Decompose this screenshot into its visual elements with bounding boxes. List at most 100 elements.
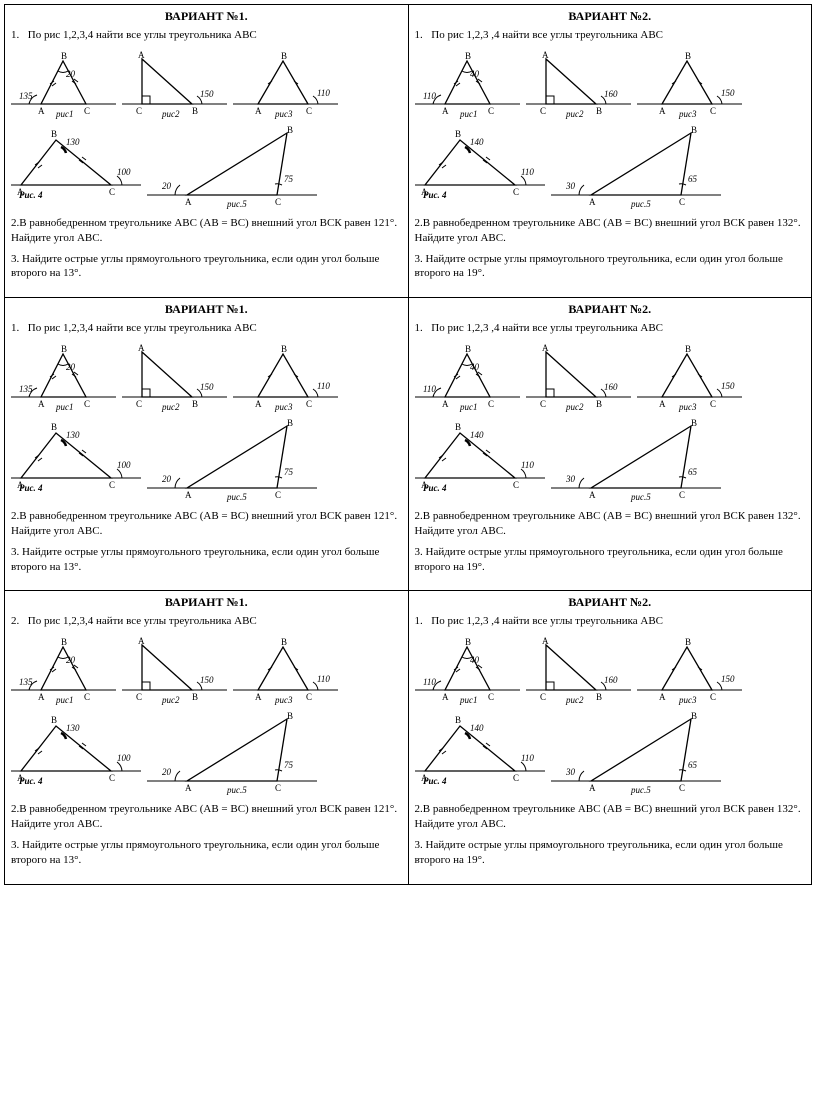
svg-text:A: A xyxy=(38,106,45,116)
fig-1: 135 20 ABC рис1 xyxy=(11,342,116,412)
figure-row-2: 130 100 ABC Рис. 4 20 75 ABC рис.5 xyxy=(11,418,402,503)
svg-text:20: 20 xyxy=(66,655,76,665)
fig-3: 110 ABC рис3 xyxy=(233,49,338,119)
fig-3: 110 ABC рис3 xyxy=(233,635,338,705)
svg-text:130: 130 xyxy=(66,430,80,440)
svg-text:C: C xyxy=(488,692,494,702)
svg-text:110: 110 xyxy=(521,753,534,763)
task-num: 1. xyxy=(11,28,25,43)
svg-text:65: 65 xyxy=(688,174,698,184)
svg-text:Рис. 4: Рис. 4 xyxy=(19,776,43,786)
task-num: 1. xyxy=(415,28,429,43)
svg-text:B: B xyxy=(685,637,691,647)
svg-text:B: B xyxy=(51,715,57,725)
row-3: ВАРИАНТ №1. 2. По рис 1,2,3,4 найти все … xyxy=(5,591,811,883)
fig-2: 150 CAB рис2 xyxy=(122,49,227,119)
task-num: 2. xyxy=(11,614,25,629)
task-num: 3. xyxy=(11,253,19,265)
task-num: 2. xyxy=(415,217,423,229)
task-text: В равнобедренном треугольнике АВС (АВ = … xyxy=(11,803,397,830)
svg-text:C: C xyxy=(679,783,685,793)
svg-text:B: B xyxy=(61,637,67,647)
task-1: 1. По рис 1,2,3,4 найти все углы треугол… xyxy=(11,321,402,336)
svg-text:C: C xyxy=(488,106,494,116)
fig-4: 140 110 ABC Рис. 4 xyxy=(415,711,545,786)
svg-text:110: 110 xyxy=(423,384,436,394)
variant-title: ВАРИАНТ №1. xyxy=(11,302,402,317)
svg-text:рис.5: рис.5 xyxy=(226,492,247,502)
svg-text:160: 160 xyxy=(604,382,618,392)
task-2: 2.В равнобедренном треугольнике АВС (АВ … xyxy=(11,509,402,539)
task-num: 3. xyxy=(11,546,19,558)
task-text: По рис 1,2,3 ,4 найти все углы треугольн… xyxy=(431,29,663,41)
svg-text:150: 150 xyxy=(200,89,214,99)
svg-text:150: 150 xyxy=(200,382,214,392)
task-text: По рис 1,2,3 ,4 найти все углы треугольн… xyxy=(431,615,663,627)
svg-text:75: 75 xyxy=(284,174,294,184)
task-text: Найдите острые углы прямоугольного треуг… xyxy=(11,253,379,280)
svg-text:C: C xyxy=(679,490,685,500)
svg-text:A: A xyxy=(442,399,449,409)
svg-text:B: B xyxy=(281,51,287,61)
task-num: 2. xyxy=(415,510,423,522)
svg-text:A: A xyxy=(38,692,45,702)
svg-text:65: 65 xyxy=(688,760,698,770)
fig-1: 110 40 ABC рис1 xyxy=(415,49,520,119)
svg-text:C: C xyxy=(513,773,519,783)
svg-text:150: 150 xyxy=(721,674,735,684)
svg-text:B: B xyxy=(465,51,471,61)
svg-text:рис2: рис2 xyxy=(565,109,584,119)
svg-text:рис2: рис2 xyxy=(161,695,180,705)
svg-text:рис2: рис2 xyxy=(161,402,180,412)
svg-text:рис1: рис1 xyxy=(55,695,74,705)
svg-text:рис.5: рис.5 xyxy=(630,492,651,502)
svg-text:75: 75 xyxy=(284,760,294,770)
svg-text:C: C xyxy=(136,106,142,116)
svg-text:100: 100 xyxy=(117,753,131,763)
svg-text:C: C xyxy=(513,187,519,197)
svg-text:B: B xyxy=(281,637,287,647)
task-1: 2. По рис 1,2,3,4 найти все углы треугол… xyxy=(11,614,402,629)
cell-v1-r3: ВАРИАНТ №1. 2. По рис 1,2,3,4 найти все … xyxy=(5,591,409,883)
task-text: В равнобедренном треугольнике АВС (АВ = … xyxy=(415,803,801,830)
svg-text:B: B xyxy=(691,125,697,135)
svg-text:110: 110 xyxy=(317,88,330,98)
svg-text:C: C xyxy=(136,692,142,702)
svg-text:20: 20 xyxy=(162,767,172,777)
svg-text:C: C xyxy=(84,106,90,116)
svg-text:B: B xyxy=(465,637,471,647)
figure-row-1: 135 20 ABC рис1 150 CAB рис2 110 ABC рис… xyxy=(11,342,402,412)
fig-5: 20 75 ABC рис.5 xyxy=(147,125,317,210)
task-1: 1. По рис 1,2,3,4 найти все углы треугол… xyxy=(11,28,402,43)
task-num: 2. xyxy=(11,803,19,815)
svg-text:B: B xyxy=(61,51,67,61)
svg-text:B: B xyxy=(192,692,198,702)
fig-4: 130 100 ABC Рис. 4 xyxy=(11,418,141,493)
svg-text:A: A xyxy=(38,399,45,409)
task-3: 3. Найдите острые углы прямоугольного тр… xyxy=(11,838,402,868)
fig-1: 110 40 ABC рис1 xyxy=(415,635,520,705)
svg-text:130: 130 xyxy=(66,137,80,147)
svg-text:135: 135 xyxy=(19,677,33,687)
svg-text:C: C xyxy=(306,399,312,409)
svg-text:65: 65 xyxy=(688,467,698,477)
svg-text:A: A xyxy=(659,106,666,116)
fig-5: 20 75 ABC рис.5 xyxy=(147,711,317,796)
svg-text:рис3: рис3 xyxy=(274,402,293,412)
svg-text:A: A xyxy=(255,106,262,116)
task-1: 1. По рис 1,2,3 ,4 найти все углы треуго… xyxy=(415,321,806,336)
cell-v1-r2: ВАРИАНТ №1. 1. По рис 1,2,3,4 найти все … xyxy=(5,298,409,590)
svg-text:C: C xyxy=(84,399,90,409)
svg-text:40: 40 xyxy=(470,655,480,665)
svg-text:140: 140 xyxy=(470,723,484,733)
task-2: 2.В равнобедренном треугольнике АВС (АВ … xyxy=(415,509,806,539)
task-2: 2.В равнобедренном треугольнике АВС (АВ … xyxy=(415,216,806,246)
svg-text:110: 110 xyxy=(423,91,436,101)
task-text: Найдите острые углы прямоугольного треуг… xyxy=(415,546,783,573)
svg-text:C: C xyxy=(710,692,716,702)
svg-text:C: C xyxy=(710,399,716,409)
svg-text:Рис. 4: Рис. 4 xyxy=(19,190,43,200)
cell-v2-r1: ВАРИАНТ №2. 1. По рис 1,2,3 ,4 найти все… xyxy=(409,5,812,297)
svg-text:140: 140 xyxy=(470,137,484,147)
task-num: 2. xyxy=(11,510,19,522)
